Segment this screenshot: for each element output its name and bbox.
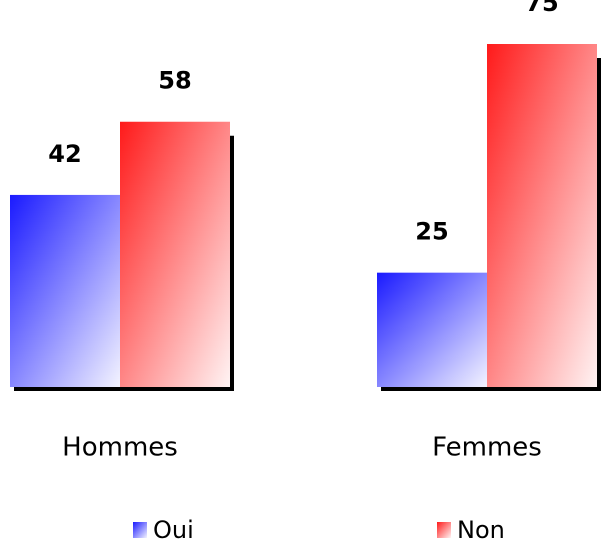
category-label: Hommes <box>62 433 178 463</box>
legend-label: Oui <box>153 516 194 544</box>
data-label: 25 <box>415 218 448 246</box>
data-label: 58 <box>158 67 191 95</box>
bar-fill <box>120 121 230 387</box>
legend-label: Non <box>457 516 505 544</box>
data-label: 75 <box>525 0 558 17</box>
bar-fill <box>10 194 120 387</box>
legend-swatch <box>133 522 147 538</box>
bar-fill <box>377 272 487 387</box>
bar-fill <box>487 44 597 387</box>
data-label: 42 <box>48 140 81 168</box>
legend-swatch <box>437 522 451 538</box>
category-label: Femmes <box>432 433 542 463</box>
